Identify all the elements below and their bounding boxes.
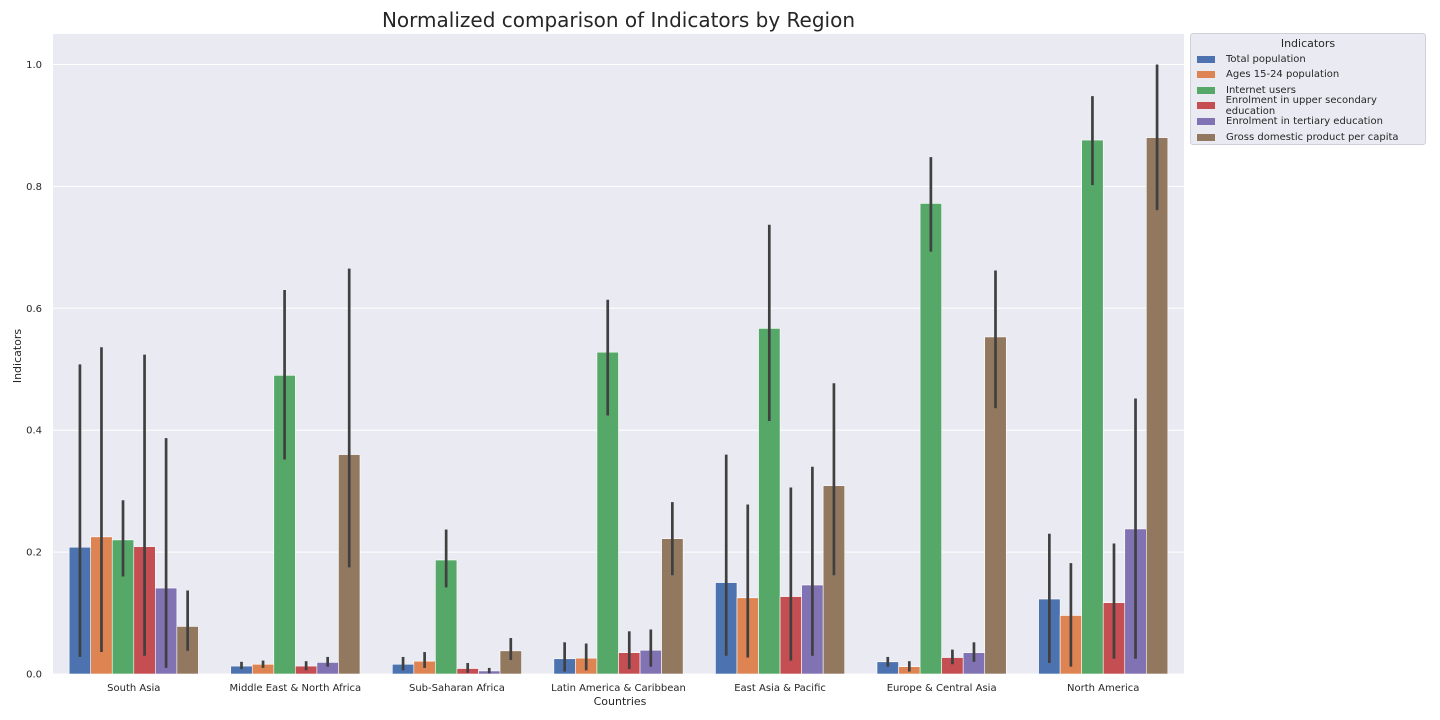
x-tick-label: East Asia & Pacific <box>734 683 826 694</box>
x-axis-label: Countries <box>594 695 647 708</box>
legend-label: Total population <box>1226 53 1306 65</box>
legend-swatch <box>1197 133 1215 141</box>
y-axis-label: Indicators <box>11 329 24 384</box>
x-tick-label: Middle East & North Africa <box>230 683 362 694</box>
legend-item: Gross domestic product per capita <box>1197 130 1399 144</box>
legend: Indicators Total population Ages 15-24 po… <box>1190 33 1426 145</box>
bar <box>919 203 942 675</box>
y-tick-label: 0.4 <box>26 426 42 437</box>
legend-swatch <box>1197 86 1215 94</box>
legend-item: Internet users <box>1197 83 1296 97</box>
legend-swatch <box>1197 102 1215 110</box>
legend-item: Total population <box>1197 52 1306 66</box>
y-tick-label: 0.6 <box>26 304 42 315</box>
y-tick-label: 1.0 <box>26 60 42 71</box>
error-bars <box>78 64 1159 674</box>
bar <box>1146 137 1169 675</box>
bar <box>1081 139 1104 675</box>
legend-swatch <box>1197 71 1215 79</box>
y-tick-label: 0.8 <box>26 182 42 193</box>
legend-label: Gross domestic product per capita <box>1226 131 1399 143</box>
y-tick-label: 0.0 <box>26 670 42 681</box>
legend-title: Indicators <box>1280 37 1336 50</box>
x-tick-label: Sub-Saharan Africa <box>409 683 505 694</box>
legend-label: Ages 15-24 population <box>1226 69 1340 81</box>
legend-swatch <box>1197 117 1215 125</box>
legend-item: Enrolment in upper secondary education <box>1197 95 1425 117</box>
legend-item: Ages 15-24 population <box>1197 68 1339 82</box>
legend-label: Enrolment in tertiary education <box>1226 115 1383 127</box>
x-tick-label: Europe & Central Asia <box>887 683 997 694</box>
legend-label: Internet users <box>1226 84 1296 96</box>
legend-swatch <box>1197 55 1215 63</box>
legend-item: Enrolment in tertiary education <box>1197 114 1383 128</box>
y-tick-labels: 0.0 0.2 0.4 0.6 0.8 1.0 <box>26 60 42 681</box>
x-tick-label: Latin America & Caribbean <box>551 683 686 694</box>
x-tick-label: South Asia <box>107 683 160 694</box>
legend-label: Enrolment in upper secondary education <box>1225 94 1377 117</box>
x-tick-labels: South Asia Middle East & North Africa Sub-… <box>107 683 1139 694</box>
x-tick-label: North America <box>1067 683 1139 694</box>
y-tick-label: 0.2 <box>26 548 42 559</box>
chart-title: Normalized comparison of Indicators by R… <box>381 8 856 32</box>
